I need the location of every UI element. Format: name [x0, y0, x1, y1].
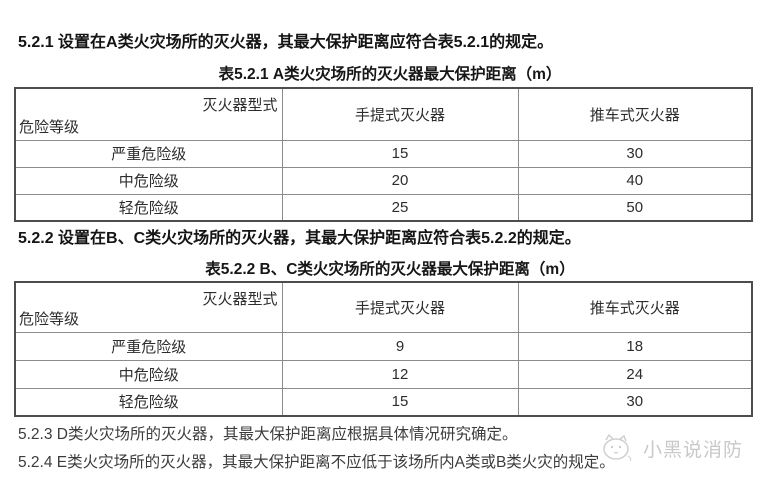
table-2-corner-extinguisher-type-label: 灭火器型式 [202, 291, 278, 308]
table-1-max-protection-distance-class-a: 灭火器型式 危险等级 手提式灭火器 推车式灭火器 严重危险级 15 30 中危险… [14, 87, 753, 222]
portable-distance-cell: 25 [281, 193, 519, 222]
wheeled-distance-cell: 24 [517, 359, 753, 389]
table-2-max-protection-distance-class-bc: 灭火器型式 危险等级 手提式灭火器 推车式灭火器 严重危险级 9 18 中危险级… [14, 281, 753, 417]
table-1-title: 表5.2.1 A类火灾场所的灭火器最大保护距离（m） [218, 66, 562, 83]
table-row: 轻危险级 25 50 [14, 193, 753, 222]
wheeled-distance-cell: 30 [517, 387, 753, 417]
table-row: 中危险级 20 40 [14, 166, 753, 195]
portable-distance-cell: 15 [281, 387, 519, 417]
portable-distance-cell: 9 [281, 331, 519, 361]
clause-5-2-4: 5.2.4 E类火灾场所的灭火器，其最大保护距离不应低于该场所内A类或B类火灾的… [18, 454, 615, 471]
table-2-header-wheeled: 推车式灭火器 [517, 281, 753, 333]
hazard-level-cell: 轻危险级 [14, 387, 283, 417]
hazard-level-cell: 严重危险级 [14, 139, 283, 168]
table-1-header-wheeled: 推车式灭火器 [517, 87, 753, 141]
watermark: 小黑说消防 [600, 434, 743, 462]
portable-distance-cell: 20 [281, 166, 519, 195]
table-2-header-portable: 手提式灭火器 [281, 281, 519, 333]
table-2-title: 表5.2.2 B、C类火灾场所的灭火器最大保护距离（m） [205, 261, 575, 278]
table-row: 轻危险级 15 30 [14, 387, 753, 417]
clause-5-2-1: 5.2.1 设置在A类火灾场所的灭火器，其最大保护距离应符合表5.2.1的规定。 [18, 34, 554, 51]
hazard-level-cell: 严重危险级 [14, 331, 283, 361]
table-row: 严重危险级 15 30 [14, 139, 753, 168]
table-2-corner-header-cell: 灭火器型式 危险等级 [14, 281, 283, 333]
portable-distance-cell: 15 [281, 139, 519, 168]
wheeled-distance-cell: 18 [517, 331, 753, 361]
table-1-corner-extinguisher-type-label: 灭火器型式 [202, 97, 278, 114]
table-2-corner-hazard-level-label: 危险等级 [19, 310, 80, 328]
hazard-level-cell: 中危险级 [14, 166, 283, 195]
wheeled-distance-cell: 50 [517, 193, 753, 222]
wheeled-distance-cell: 40 [517, 166, 753, 195]
table-2-header-row: 灭火器型式 危险等级 手提式灭火器 推车式灭火器 [14, 281, 753, 333]
table-row: 严重危险级 9 18 [14, 331, 753, 361]
table-1-corner-header-cell: 灭火器型式 危险等级 [14, 87, 283, 141]
table-row: 中危险级 12 24 [14, 359, 753, 389]
cat-face-icon [603, 434, 632, 462]
wheeled-distance-cell: 30 [517, 139, 753, 168]
clause-5-2-2: 5.2.2 设置在B、C类火灾场所的灭火器，其最大保护距离应符合表5.2.2的规… [18, 230, 581, 247]
table-1-corner-hazard-level-label: 危险等级 [19, 118, 80, 136]
portable-distance-cell: 12 [281, 359, 519, 389]
watermark-text: 小黑说消防 [643, 439, 744, 461]
hazard-level-cell: 中危险级 [14, 359, 283, 389]
table-1-header-row: 灭火器型式 危险等级 手提式灭火器 推车式灭火器 [14, 87, 753, 141]
table-1-header-portable: 手提式灭火器 [281, 87, 519, 141]
hazard-level-cell: 轻危险级 [14, 193, 283, 222]
clause-5-2-3: 5.2.3 D类火灾场所的灭火器，其最大保护距离应根据具体情况研究确定。 [18, 426, 518, 443]
